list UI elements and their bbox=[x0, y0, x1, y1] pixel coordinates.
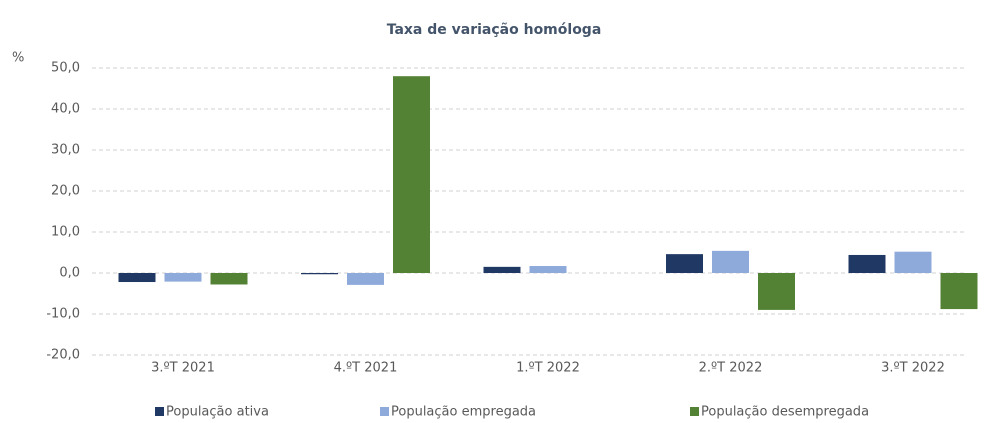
x-tick-label: 4.ºT 2021 bbox=[334, 361, 398, 376]
y-tick-label: -10,0 bbox=[46, 307, 80, 322]
legend-label: População desempregada bbox=[701, 405, 869, 420]
y-unit: % bbox=[12, 51, 24, 66]
x-tick-label: 3.ºT 2021 bbox=[151, 361, 215, 376]
y-tick-label: -20,0 bbox=[46, 348, 80, 363]
x-tick-label: 2.ºT 2022 bbox=[699, 361, 763, 376]
y-tick-label: 0,0 bbox=[59, 266, 80, 281]
bar bbox=[301, 273, 338, 275]
bar bbox=[940, 273, 978, 310]
x-tick-label: 3.ºT 2022 bbox=[881, 361, 945, 376]
y-tick-label: 10,0 bbox=[51, 225, 80, 240]
bar bbox=[393, 76, 430, 273]
bar bbox=[848, 254, 886, 273]
x-tick-label: 1.ºT 2022 bbox=[516, 361, 580, 376]
bar bbox=[666, 254, 703, 273]
legend-label: População ativa bbox=[166, 405, 269, 420]
legend-swatch bbox=[690, 407, 699, 416]
bar bbox=[758, 273, 795, 310]
bar bbox=[529, 266, 567, 273]
legend-swatch bbox=[155, 407, 164, 416]
y-tick-label: 50,0 bbox=[51, 61, 80, 76]
legend-swatch bbox=[380, 407, 389, 416]
bar bbox=[347, 273, 384, 285]
bar bbox=[483, 266, 521, 273]
bar bbox=[894, 251, 932, 273]
bar bbox=[118, 273, 156, 283]
bar bbox=[210, 273, 248, 285]
bar bbox=[164, 273, 202, 282]
chart-title: Taxa de variação homóloga bbox=[387, 22, 602, 38]
y-tick-label: 40,0 bbox=[51, 102, 80, 117]
y-tick-label: 30,0 bbox=[51, 143, 80, 158]
legend-label: População empregada bbox=[391, 405, 536, 420]
bar bbox=[712, 250, 749, 273]
y-tick-label: 20,0 bbox=[51, 184, 80, 199]
